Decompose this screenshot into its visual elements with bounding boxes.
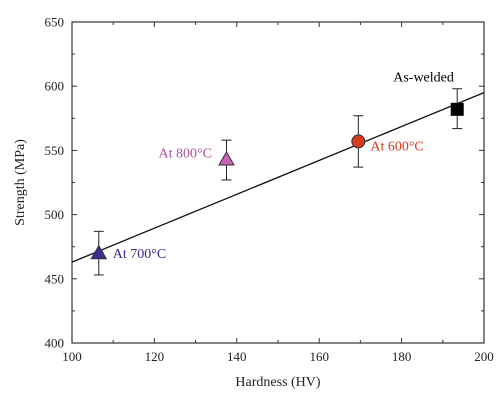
data-point-triangle — [218, 150, 235, 166]
y-tick-label: 450 — [45, 271, 65, 286]
data-point-triangle — [90, 244, 108, 260]
data-point-circle — [351, 134, 366, 149]
data-point-square — [450, 102, 464, 116]
fit-line — [71, 92, 485, 263]
x-axis-label: Hardness (HV) — [235, 375, 320, 390]
y-tick-label: 600 — [45, 79, 65, 94]
y-tick-label: 400 — [45, 336, 65, 351]
point-label: At 800°C — [159, 146, 212, 161]
point-label: At 700°C — [113, 247, 166, 262]
y-tick-label: 650 — [45, 15, 65, 30]
x-tick-label: 100 — [62, 349, 82, 364]
point-label: As-welded — [393, 70, 454, 85]
y-tick-label: 550 — [45, 143, 65, 158]
x-tick-label: 180 — [392, 349, 412, 364]
x-tick-label: 120 — [145, 349, 165, 364]
y-tick-label: 500 — [45, 207, 65, 222]
y-axis-label: Strength (MPa) — [13, 139, 28, 226]
x-tick-label: 160 — [309, 349, 329, 364]
x-tick-label: 200 — [474, 349, 494, 364]
point-label: At 600°C — [370, 139, 423, 154]
x-tick-label: 140 — [227, 349, 247, 364]
